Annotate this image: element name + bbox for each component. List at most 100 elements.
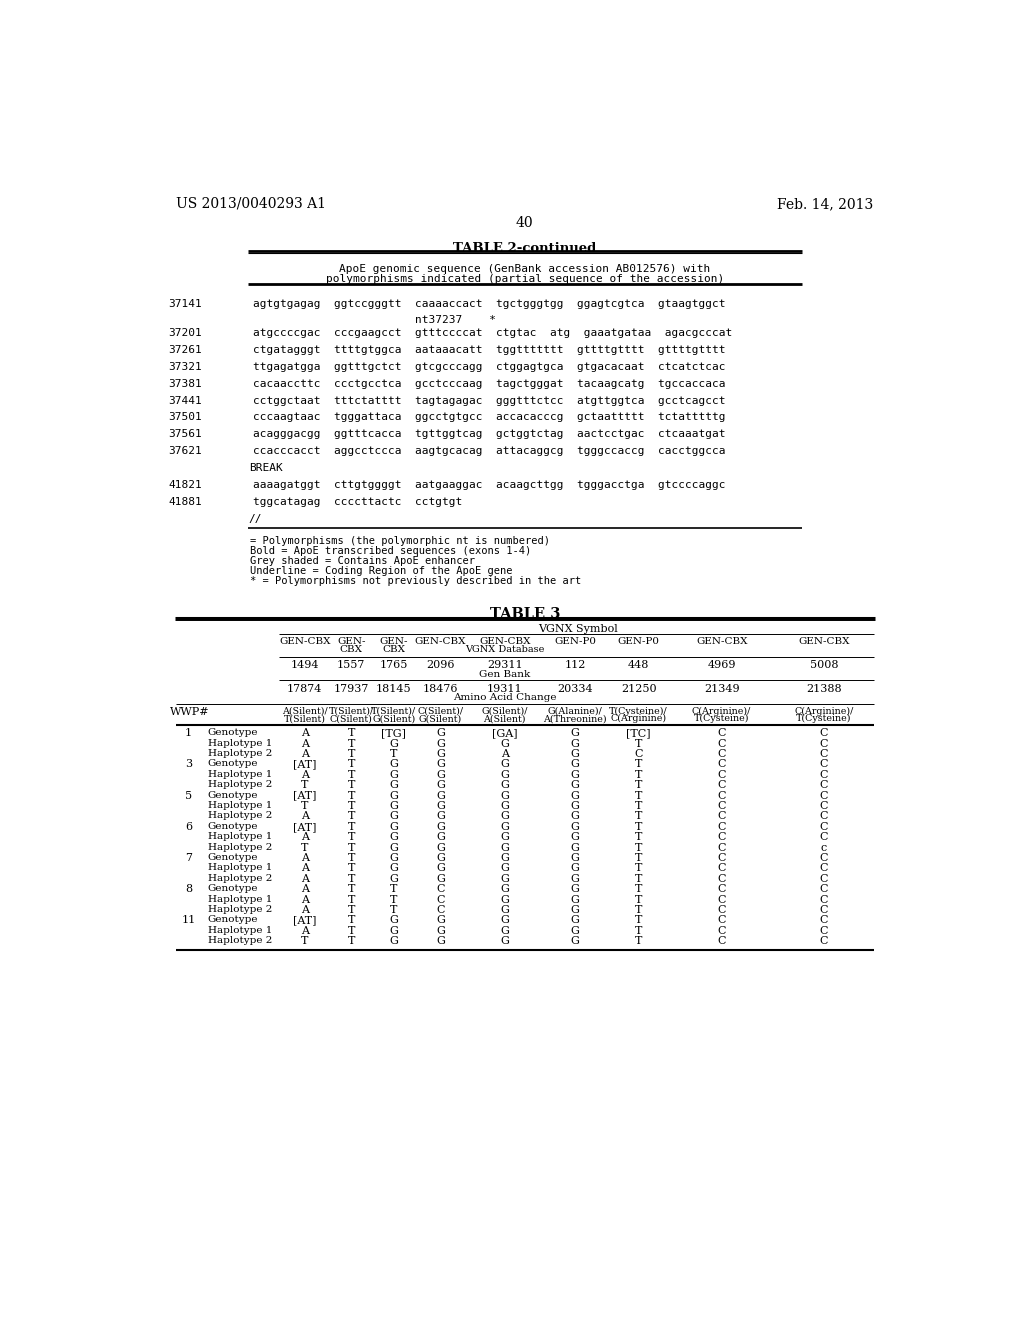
Text: T: T (635, 863, 642, 874)
Text: T: T (347, 915, 355, 925)
Text: G: G (500, 822, 509, 832)
Text: G(Alanine)/: G(Alanine)/ (548, 706, 602, 715)
Text: 5008: 5008 (810, 660, 839, 671)
Text: Haplotype 1: Haplotype 1 (208, 770, 272, 779)
Text: 5: 5 (185, 791, 193, 800)
Text: T: T (347, 863, 355, 874)
Text: T: T (347, 853, 355, 863)
Text: C: C (718, 915, 726, 925)
Text: cctggctaat  tttctatttt  tagtagagac  gggtttctcc  atgttggtca  gcctcagcct: cctggctaat tttctatttt tagtagagac gggtttc… (253, 396, 725, 405)
Text: G: G (389, 801, 398, 810)
Text: G: G (500, 915, 509, 925)
Text: nt37237    *: nt37237 * (253, 315, 496, 326)
Text: G: G (570, 748, 580, 759)
Text: C: C (436, 906, 444, 915)
Text: C: C (718, 925, 726, 936)
Text: C: C (718, 791, 726, 800)
Text: Haplotype 2: Haplotype 2 (208, 874, 272, 883)
Text: 41881: 41881 (169, 498, 203, 507)
Text: G: G (570, 822, 580, 832)
Text: Haplotype 2: Haplotype 2 (208, 842, 272, 851)
Text: Genotype: Genotype (208, 759, 258, 768)
Text: T: T (635, 832, 642, 842)
Text: Haplotype 1: Haplotype 1 (208, 739, 272, 747)
Text: 8: 8 (185, 884, 193, 894)
Text: G: G (570, 739, 580, 748)
Text: A: A (301, 770, 308, 780)
Text: 7: 7 (185, 853, 191, 863)
Text: C: C (718, 842, 726, 853)
Text: G: G (389, 739, 398, 748)
Text: C: C (436, 884, 444, 894)
Text: 18476: 18476 (423, 684, 458, 693)
Text: G: G (389, 925, 398, 936)
Text: TABLE 2-continued: TABLE 2-continued (454, 242, 596, 255)
Text: T: T (635, 822, 642, 832)
Text: Genotype: Genotype (208, 884, 258, 894)
Text: T: T (347, 770, 355, 780)
Text: A: A (301, 906, 308, 915)
Text: GEN-CBX: GEN-CBX (279, 638, 331, 647)
Text: C: C (819, 729, 828, 738)
Text: C(Arginine): C(Arginine) (610, 714, 667, 723)
Text: G: G (436, 936, 444, 946)
Text: G: G (436, 770, 444, 780)
Text: 1765: 1765 (380, 660, 408, 671)
Text: T: T (347, 925, 355, 936)
Text: [AT]: [AT] (293, 915, 316, 925)
Text: C: C (819, 812, 828, 821)
Text: C: C (718, 936, 726, 946)
Text: Amino Acid Change: Amino Acid Change (453, 693, 556, 702)
Text: G(Silent): G(Silent) (419, 714, 462, 723)
Text: T: T (635, 791, 642, 800)
Text: T: T (347, 729, 355, 738)
Text: WWP#: WWP# (170, 706, 210, 717)
Text: G: G (436, 780, 444, 791)
Text: T: T (390, 895, 397, 904)
Text: C: C (718, 729, 726, 738)
Text: A(Threonine): A(Threonine) (544, 714, 607, 723)
Text: C: C (718, 853, 726, 863)
Text: T: T (347, 906, 355, 915)
Text: Haplotype 2: Haplotype 2 (208, 780, 272, 789)
Text: C: C (819, 884, 828, 894)
Text: T: T (635, 812, 642, 821)
Text: A: A (301, 812, 308, 821)
Text: T(Cysteine): T(Cysteine) (797, 714, 852, 723)
Text: T: T (635, 895, 642, 904)
Text: [TG]: [TG] (381, 729, 407, 738)
Text: polymorphisms indicated (partial sequence of the accession): polymorphisms indicated (partial sequenc… (326, 275, 724, 284)
Text: T: T (635, 770, 642, 780)
Text: C: C (718, 801, 726, 810)
Text: C: C (819, 791, 828, 800)
Text: C: C (819, 832, 828, 842)
Text: [AT]: [AT] (293, 822, 316, 832)
Text: GEN-: GEN- (337, 638, 366, 647)
Text: G: G (389, 770, 398, 780)
Text: G: G (389, 915, 398, 925)
Text: C: C (819, 936, 828, 946)
Text: 41821: 41821 (169, 480, 203, 490)
Text: C: C (436, 895, 444, 904)
Text: G: G (436, 925, 444, 936)
Text: A: A (301, 895, 308, 904)
Text: 1494: 1494 (291, 660, 318, 671)
Text: G: G (436, 832, 444, 842)
Text: G: G (500, 874, 509, 883)
Text: G: G (500, 863, 509, 874)
Text: aaaagatggt  cttgtggggt  aatgaaggac  acaagcttgg  tgggacctga  gtccccaggc: aaaagatggt cttgtggggt aatgaaggac acaagct… (253, 480, 725, 490)
Text: tggcatagag  ccccttactc  cctgtgt: tggcatagag ccccttactc cctgtgt (253, 498, 462, 507)
Text: 37621: 37621 (169, 446, 203, 457)
Text: Bold = ApoE transcribed sequences (exons 1-4): Bold = ApoE transcribed sequences (exons… (251, 545, 531, 556)
Text: G: G (500, 925, 509, 936)
Text: T: T (347, 801, 355, 810)
Text: C: C (718, 739, 726, 748)
Text: C: C (718, 863, 726, 874)
Text: C: C (819, 906, 828, 915)
Text: T(Silent)/: T(Silent)/ (329, 706, 374, 715)
Text: G: G (436, 863, 444, 874)
Text: Feb. 14, 2013: Feb. 14, 2013 (777, 197, 873, 211)
Text: G: G (436, 915, 444, 925)
Text: C: C (718, 884, 726, 894)
Text: G: G (389, 759, 398, 770)
